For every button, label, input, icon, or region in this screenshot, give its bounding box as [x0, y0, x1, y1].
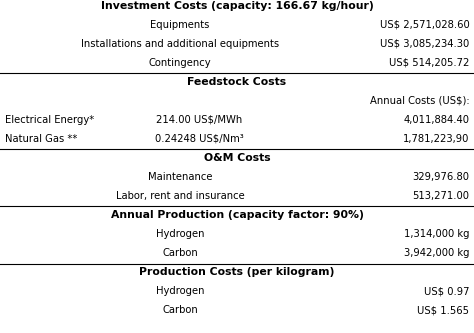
Text: Hydrogen: Hydrogen: [156, 286, 204, 296]
Text: US$ 0.97: US$ 0.97: [424, 286, 469, 296]
Text: Labor, rent and insurance: Labor, rent and insurance: [116, 191, 245, 201]
Text: 329,976.80: 329,976.80: [412, 172, 469, 182]
Text: Equipments: Equipments: [150, 20, 210, 30]
Text: US$ 2,571,028.60: US$ 2,571,028.60: [380, 20, 469, 30]
Text: 214.00 US$/MWh: 214.00 US$/MWh: [156, 115, 242, 125]
Text: O&M Costs: O&M Costs: [204, 153, 270, 163]
Text: US$ 1.565: US$ 1.565: [417, 305, 469, 315]
Text: Carbon: Carbon: [162, 248, 198, 258]
Text: 1,781,223,90: 1,781,223,90: [403, 134, 469, 144]
Text: 1,314,000 kg: 1,314,000 kg: [404, 229, 469, 239]
Text: 0.24248 US$/Nm³: 0.24248 US$/Nm³: [155, 134, 244, 144]
Text: Investment Costs (capacity: 166.67 kg/hour): Investment Costs (capacity: 166.67 kg/ho…: [100, 1, 374, 11]
Text: 513,271.00: 513,271.00: [412, 191, 469, 201]
Text: Installations and additional equipments: Installations and additional equipments: [81, 39, 279, 49]
Text: US$ 3,085,234.30: US$ 3,085,234.30: [380, 39, 469, 49]
Text: Annual Costs (US$):: Annual Costs (US$):: [370, 96, 469, 106]
Text: Annual Production (capacity factor: 90%): Annual Production (capacity factor: 90%): [110, 210, 364, 220]
Text: Contingency: Contingency: [149, 58, 211, 68]
Text: Natural Gas **: Natural Gas **: [5, 134, 77, 144]
Text: Electrical Energy*: Electrical Energy*: [5, 115, 94, 125]
Text: Feedstock Costs: Feedstock Costs: [187, 77, 287, 87]
Text: Carbon: Carbon: [162, 305, 198, 315]
Text: Production Costs (per kilogram): Production Costs (per kilogram): [139, 267, 335, 277]
Text: Hydrogen: Hydrogen: [156, 229, 204, 239]
Text: US$ 514,205.72: US$ 514,205.72: [389, 58, 469, 68]
Text: 4,011,884.40: 4,011,884.40: [403, 115, 469, 125]
Text: 3,942,000 kg: 3,942,000 kg: [404, 248, 469, 258]
Text: Maintenance: Maintenance: [148, 172, 212, 182]
